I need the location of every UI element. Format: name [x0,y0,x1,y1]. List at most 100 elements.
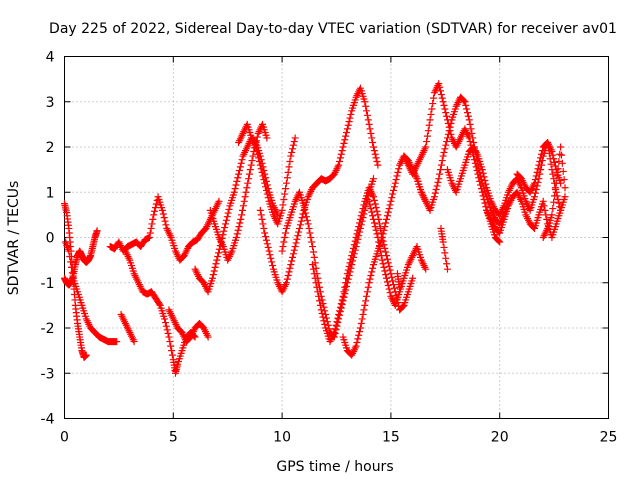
data-point [330,329,338,337]
data-point [66,253,74,261]
data-point [249,152,257,160]
data-point [230,188,238,196]
data-point [438,94,446,102]
data-point [280,195,288,203]
data-point [374,161,382,169]
data-point [232,181,240,189]
data-point [296,224,304,232]
data-point [496,238,504,246]
data-point [224,209,232,217]
data-point [387,270,395,278]
data-point [258,215,266,223]
data-point [285,163,293,171]
data-point [443,138,451,146]
data-point [68,269,76,277]
data-point [338,147,346,155]
data-point [443,134,451,142]
data-points [61,80,569,377]
data-point [440,148,448,156]
series-group [121,247,199,377]
data-point [386,201,394,209]
data-point [300,202,308,210]
data-point [148,220,156,228]
data-point [554,165,562,173]
series-group [206,120,271,264]
data-point [370,219,378,227]
data-point [350,241,358,249]
data-point [310,253,318,261]
x-tick-label: 25 [600,430,618,446]
y-tick-label: 4 [46,50,55,66]
data-point [437,91,445,99]
data-point [298,214,306,222]
data-point [286,157,294,165]
y-tick-label: -1 [41,276,55,292]
data-point [557,151,565,159]
data-point [347,255,355,263]
data-point [314,288,322,296]
data-point [307,234,315,241]
data-point [534,165,542,173]
data-point [337,150,345,158]
data-point [231,185,239,193]
data-point [464,112,472,120]
series-group [191,134,282,296]
data-point [552,179,560,187]
data-point [357,212,365,220]
data-point [422,265,430,273]
data-point [163,326,171,334]
data-point [370,196,378,204]
data-point [343,125,351,133]
data-point [149,215,157,223]
data-point [364,116,372,124]
data-point [548,166,556,174]
data-point [443,265,451,273]
data-point [425,121,433,129]
data-point [294,232,302,240]
data-point [368,134,376,142]
data-point [372,204,380,212]
data-point [161,315,169,323]
series-group [443,138,565,219]
y-tick-label: -4 [41,412,55,428]
data-point [233,230,241,238]
data-point [288,257,296,265]
data-point [303,216,311,224]
data-point [557,143,565,151]
data-point [363,107,371,115]
data-point [168,347,176,355]
data-point [321,320,329,328]
data-point [255,154,263,162]
data-point [162,322,170,330]
data-point [265,247,273,255]
data-point [466,120,474,128]
data-point [333,318,341,326]
data-point [257,211,265,219]
series-group [117,310,138,346]
series-group [165,306,212,346]
data-point [309,248,317,256]
data-point [441,145,449,153]
data-point [237,215,245,223]
data-point [253,147,261,155]
data-point [367,205,375,213]
data-point [348,252,356,260]
data-point [537,154,545,162]
data-point [436,170,444,178]
data-point [536,157,544,165]
data-point [445,127,453,135]
data-point [481,199,489,207]
data-point [360,306,368,314]
data-point [439,238,447,246]
data-point [343,270,351,278]
data-point [466,138,474,146]
data-point [546,155,554,163]
data-point [345,118,353,126]
data-point [438,157,446,165]
y-tick-label: 0 [46,231,55,247]
data-point [289,141,297,149]
data-point [354,335,362,343]
data-point [238,211,246,219]
data-point [262,183,270,191]
data-point [538,147,546,155]
